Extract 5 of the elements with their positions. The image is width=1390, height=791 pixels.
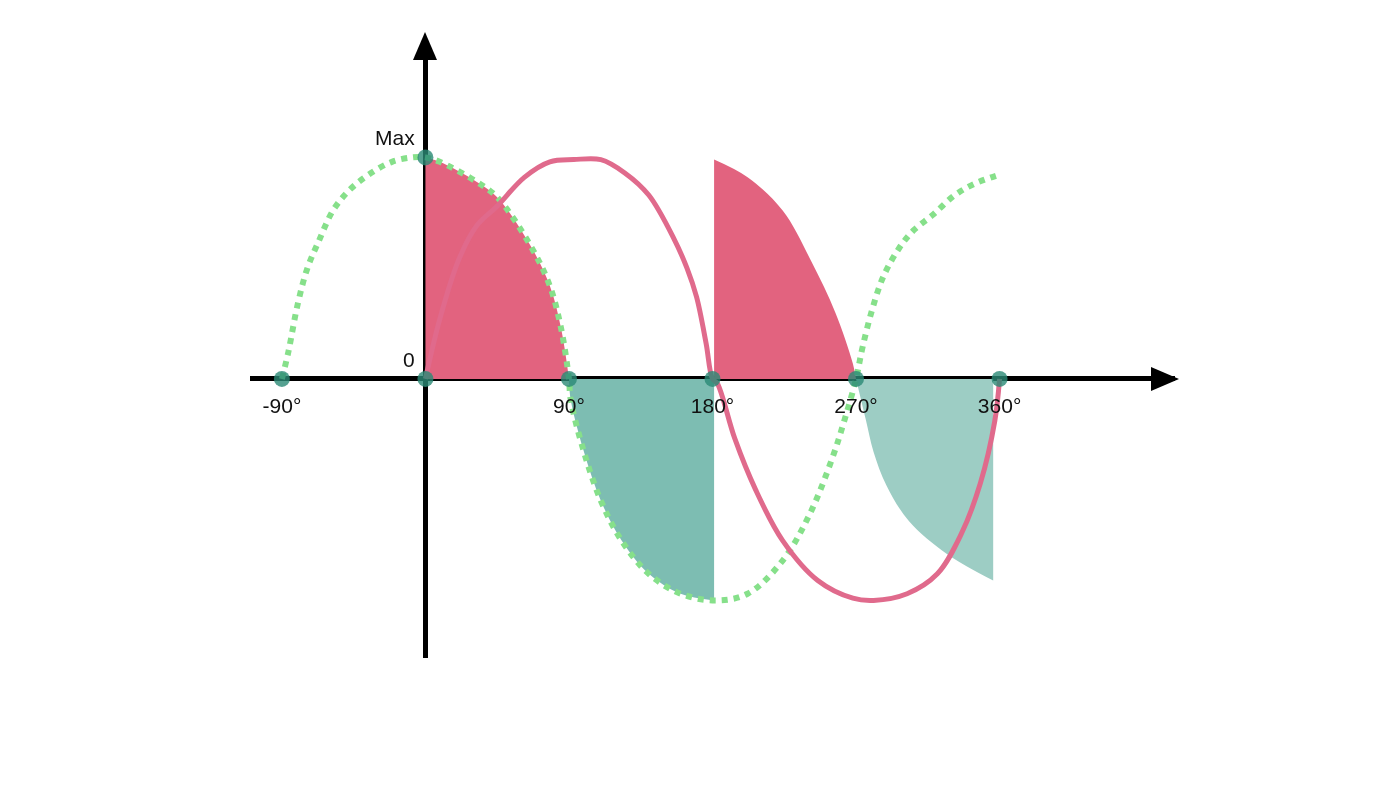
annotation: 0 <box>403 348 415 371</box>
x-tick-label: 90° <box>553 393 585 417</box>
x-tick-label: -90° <box>262 393 302 417</box>
x-tick-label: 270° <box>834 393 878 417</box>
annotation: Max <box>375 126 416 149</box>
